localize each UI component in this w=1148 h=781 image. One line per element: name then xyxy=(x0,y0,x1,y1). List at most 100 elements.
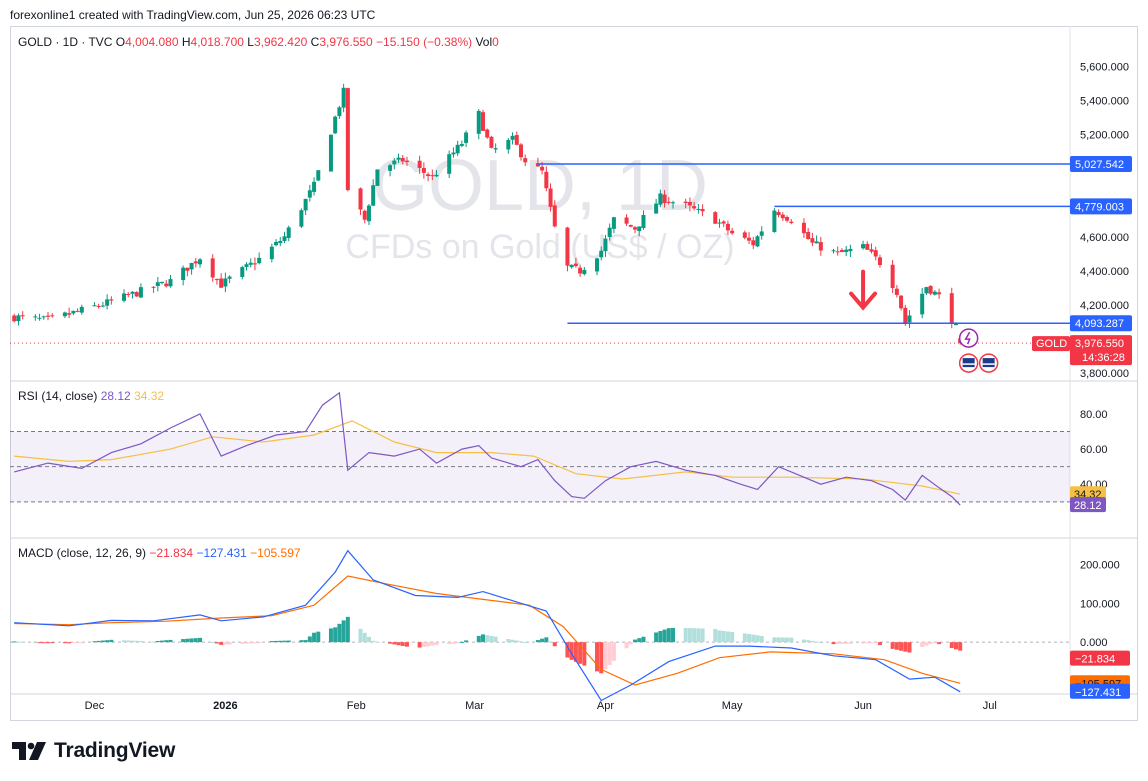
candle xyxy=(33,316,38,318)
candle xyxy=(337,107,342,117)
price-axis-tick: 5,200.000 xyxy=(1080,130,1129,142)
macd-histogram-bar xyxy=(299,640,304,643)
candle xyxy=(345,88,350,191)
candle xyxy=(434,174,439,177)
candle xyxy=(801,222,806,234)
candle xyxy=(341,87,346,108)
rsi-legend-value: 28.12 xyxy=(101,389,134,403)
candle xyxy=(130,291,135,294)
macd-histogram-bar xyxy=(41,642,46,644)
macd-histogram-bar xyxy=(903,642,908,652)
macd-histogram-bar xyxy=(844,642,849,644)
candle xyxy=(742,232,747,238)
candles-group xyxy=(12,83,963,345)
macd-histogram-bar xyxy=(628,642,633,645)
macd-histogram-bar xyxy=(907,642,912,653)
candle xyxy=(269,246,274,260)
macd-histogram-bar xyxy=(535,640,540,643)
candle xyxy=(164,283,169,287)
candle xyxy=(953,323,958,326)
macd-histogram-bar xyxy=(717,630,722,643)
candle xyxy=(848,248,853,252)
level-label-bg xyxy=(1070,156,1132,173)
macd-histogram-bar xyxy=(130,640,135,643)
candle xyxy=(307,190,312,198)
candle xyxy=(510,135,515,140)
macd-histogram-bar xyxy=(109,639,114,643)
candle xyxy=(198,259,203,265)
macd-histogram-bar xyxy=(641,636,646,643)
candle xyxy=(544,171,549,189)
candle xyxy=(717,222,722,224)
rsi-axis-tick: 80.00 xyxy=(1080,409,1108,421)
macd-histogram-bar xyxy=(33,642,38,644)
candle xyxy=(624,217,629,224)
candle xyxy=(396,157,401,160)
candle xyxy=(193,261,198,264)
candle xyxy=(873,250,878,257)
candle xyxy=(62,312,67,317)
macd-histogram-bar xyxy=(637,638,642,643)
us-flag-field xyxy=(982,358,995,368)
macd-histogram-bar xyxy=(223,642,228,645)
candle xyxy=(540,166,545,171)
candle xyxy=(603,238,608,252)
macd-histogram-bar xyxy=(122,640,127,643)
macd-histogram-bar xyxy=(599,642,604,674)
macd-histogram-bar xyxy=(700,628,705,643)
candle xyxy=(185,267,190,271)
macd-histogram-bar xyxy=(582,642,587,666)
candle xyxy=(844,249,849,253)
legend-c-label: C xyxy=(311,35,320,49)
macd-histogram-bar xyxy=(421,642,426,647)
macd-histogram-bar xyxy=(848,642,853,644)
candle xyxy=(455,144,460,154)
macd-histogram-bar xyxy=(776,637,781,643)
macd-histogram-bar xyxy=(949,642,954,649)
candle xyxy=(16,315,21,322)
macd-histogram-bar xyxy=(240,642,245,644)
candle xyxy=(565,227,570,266)
candle xyxy=(700,209,705,212)
candle xyxy=(134,292,139,297)
macd-histogram-bar xyxy=(282,640,287,643)
down-arrow-icon xyxy=(849,269,878,311)
macd-histogram-bar xyxy=(464,640,469,643)
macd-histogram-bar xyxy=(426,642,431,647)
macd-histogram-bar xyxy=(607,642,612,665)
footer-logo[interactable]: TradingView xyxy=(12,738,175,764)
macd-histogram-bar xyxy=(932,642,937,644)
macd-histogram-bar xyxy=(725,631,730,643)
macd-histogram-bar xyxy=(164,640,169,643)
candle xyxy=(155,282,160,287)
candle xyxy=(67,313,72,315)
macd-histogram-bar xyxy=(160,640,165,643)
macd-histogram-bar xyxy=(193,638,198,643)
macd-histogram-bar xyxy=(742,633,747,643)
candle xyxy=(725,223,730,231)
candle xyxy=(71,310,76,314)
macd-histogram-bar xyxy=(62,642,67,644)
candle xyxy=(50,315,55,317)
candle xyxy=(37,317,42,319)
macd-histogram-bar xyxy=(696,628,701,643)
macd-hist-tag: −21.834 xyxy=(1075,654,1115,666)
macd-histogram-bar xyxy=(214,642,219,644)
macd-histogram-bar xyxy=(155,641,160,643)
macd-histogram-bar xyxy=(687,628,692,643)
candle xyxy=(122,293,127,301)
macd-histogram-bar xyxy=(730,631,735,643)
macd-histogram-bar xyxy=(430,642,435,646)
candle xyxy=(227,276,232,279)
candle xyxy=(637,226,642,232)
macd-histogram-bar xyxy=(801,639,806,643)
candle xyxy=(865,243,870,250)
price-axis-tick: 3,800.000 xyxy=(1080,368,1129,380)
legend-open: 4,004.080 xyxy=(125,35,182,49)
macd-histogram-bar xyxy=(831,642,836,645)
macd-histogram-bar xyxy=(219,642,224,645)
price-axis-tick: 4,400.000 xyxy=(1080,266,1129,278)
candle xyxy=(785,217,790,221)
macd-histogram-bar xyxy=(451,642,456,644)
